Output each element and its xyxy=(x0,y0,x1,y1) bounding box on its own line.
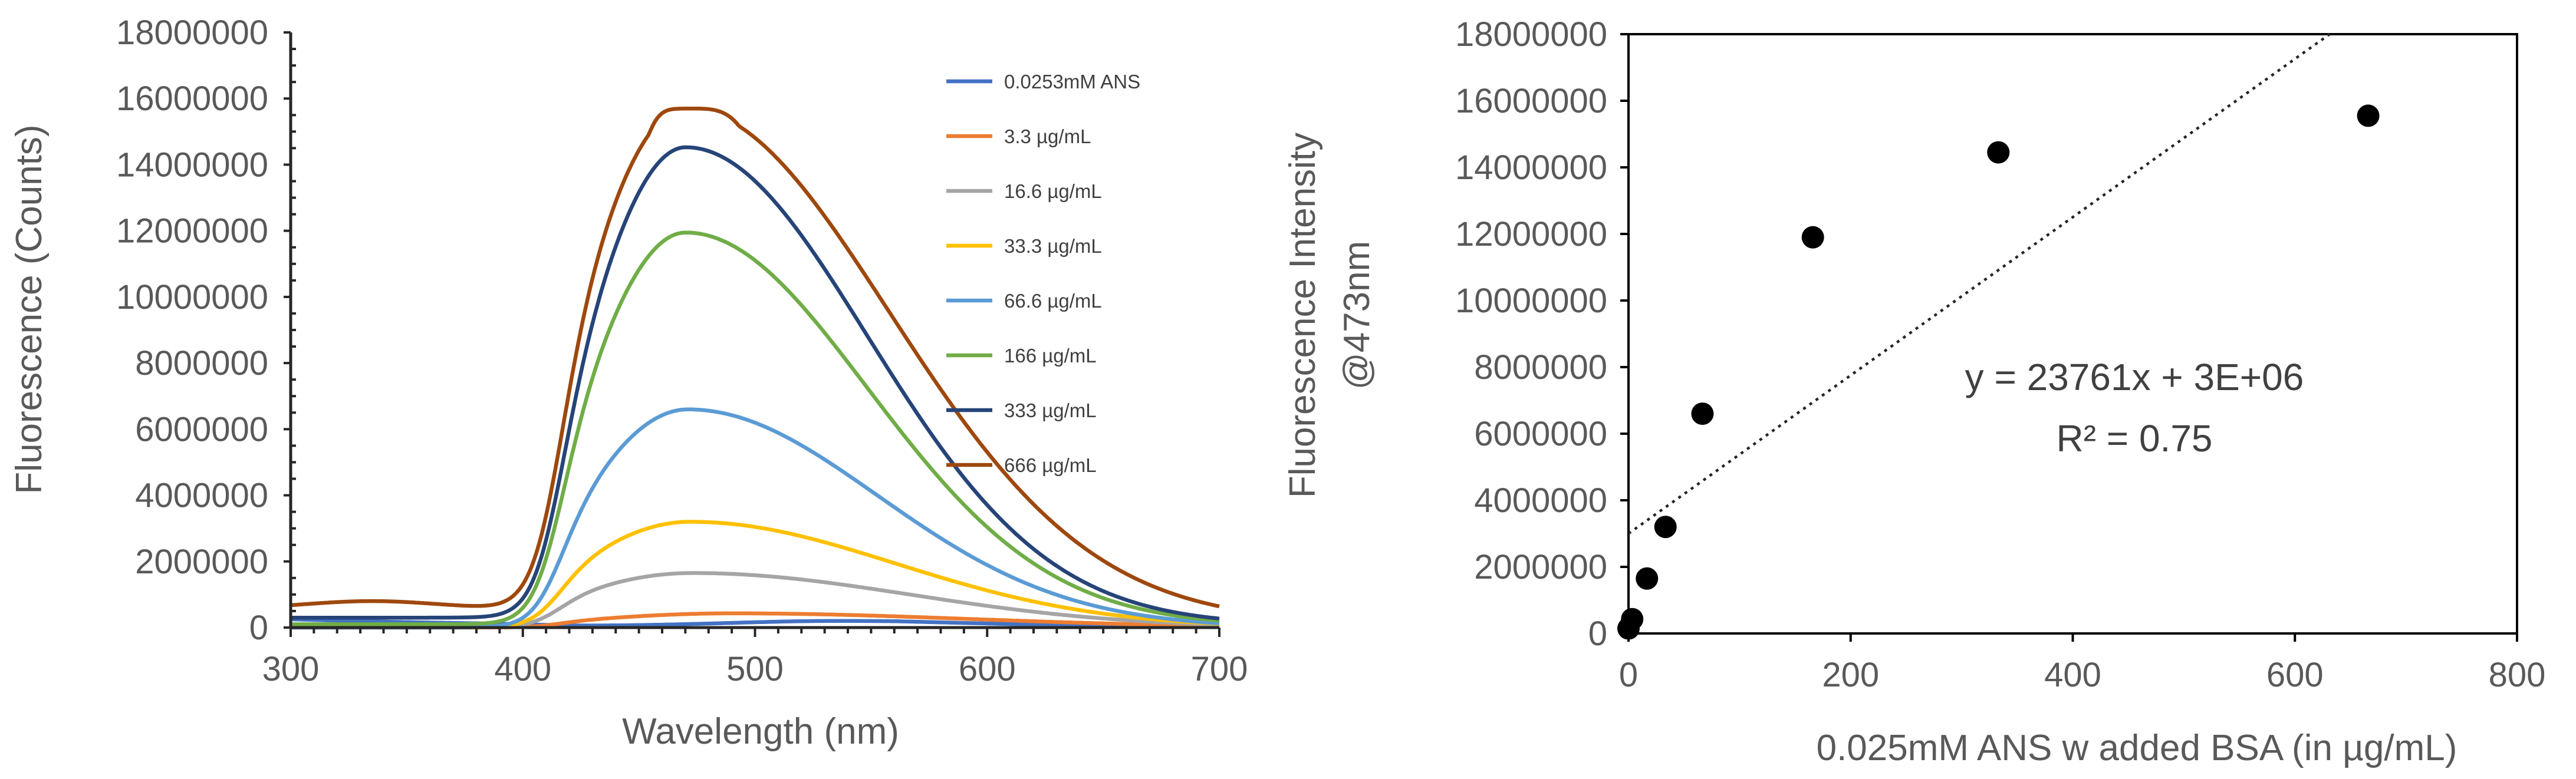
legend-label: 33.3 µg/mL xyxy=(1004,235,1102,257)
data-point xyxy=(2357,104,2380,127)
y-tick-label: 2000000 xyxy=(1474,548,1607,586)
x-tick-label: 600 xyxy=(2266,656,2324,694)
x-tick-label: 300 xyxy=(262,650,320,688)
legend: 0.0253mM ANS 3.3 µg/mL 16.6 µg/mL 33.3 µg/m… xyxy=(946,71,1140,476)
intensity-scatter-chart: 0 2000000 4000000 6000000 8000000 10000000 120… xyxy=(1282,15,2545,768)
data-point xyxy=(1987,141,2010,164)
legend-label: 16.6 µg/mL xyxy=(1004,180,1102,202)
data-point xyxy=(1654,516,1677,539)
y-tick-label: 0 xyxy=(249,609,268,647)
y-tick-label: 10000000 xyxy=(116,278,268,316)
data-point xyxy=(1621,608,1644,631)
y-tick-label: 12000000 xyxy=(1455,215,1607,253)
left-y-tick-labels: 0 2000000 4000000 6000000 8000000 10000000 120… xyxy=(116,14,268,647)
legend-label: 3.3 µg/mL xyxy=(1004,126,1091,147)
x-tick-label: 200 xyxy=(1822,656,1879,694)
x-tick-label: 700 xyxy=(1191,650,1248,688)
series-line xyxy=(290,106,1220,609)
legend-label: 666 µg/mL xyxy=(1004,454,1097,476)
y-tick-label: 16000000 xyxy=(1455,82,1607,120)
trendline-equation: y = 23761x + 3E+06 xyxy=(1965,356,2304,398)
series-line xyxy=(291,230,1220,626)
y-tick-label: 16000000 xyxy=(116,80,268,118)
right-tick-marks xyxy=(1620,33,2518,642)
y-tick-label: 18000000 xyxy=(1455,15,1607,54)
y-tick-label: 4000000 xyxy=(135,477,268,515)
x-tick-label: 400 xyxy=(494,650,551,688)
right-y-tick-labels: 0 2000000 4000000 6000000 8000000 10000000 120… xyxy=(1455,15,1607,653)
y-tick-label: 10000000 xyxy=(1455,282,1607,320)
x-tick-label: 400 xyxy=(2044,656,2101,694)
series-line xyxy=(291,145,1220,621)
left-tick-marks xyxy=(284,31,1220,637)
scatter-points xyxy=(1617,104,2380,640)
left-y-axis-title: Fluorescence (Counts) xyxy=(9,124,50,494)
y-tick-label: 0 xyxy=(1588,615,1607,653)
r-squared-label: R² = 0.75 xyxy=(2056,417,2212,460)
legend-label: 333 µg/mL xyxy=(1004,400,1097,421)
legend-label: 66.6 µg/mL xyxy=(1004,290,1102,312)
y-tick-label: 14000000 xyxy=(116,146,268,184)
data-point xyxy=(1691,402,1714,425)
left-x-tick-labels: 300 400 500 600 700 xyxy=(262,650,1248,688)
y-tick-label: 6000000 xyxy=(135,410,268,448)
y-tick-label: 18000000 xyxy=(116,14,268,52)
right-x-tick-labels: 0 200 400 600 800 xyxy=(1619,656,2546,694)
data-point xyxy=(1801,226,1824,249)
y-tick-label: 12000000 xyxy=(116,212,268,250)
x-tick-label: 800 xyxy=(2489,656,2546,694)
left-x-axis-title: Wavelength (nm) xyxy=(622,711,899,752)
y-tick-label: 8000000 xyxy=(135,344,268,382)
legend-label: 166 µg/mL xyxy=(1004,345,1097,367)
right-x-axis-title: 0.025mM ANS w added BSA (in µg/mL) xyxy=(1817,728,2457,768)
y-tick-label: 6000000 xyxy=(1474,415,1607,453)
linear-trendline xyxy=(1627,33,2331,535)
plot-area-border xyxy=(1627,33,2518,635)
series-line xyxy=(291,407,1220,630)
emission-spectra-chart: 0 2000000 4000000 6000000 8000000 10000000 120… xyxy=(9,14,1248,752)
legend-label: 0.0253mM ANS xyxy=(1004,71,1140,93)
y-tick-label: 14000000 xyxy=(1455,148,1607,187)
right-y-axis-title-line2: @473nm xyxy=(1337,241,1377,390)
x-tick-label: 0 xyxy=(1619,656,1638,694)
x-tick-label: 600 xyxy=(959,650,1016,688)
y-tick-label: 2000000 xyxy=(135,543,268,581)
right-y-axis-title-line1: Fluorescence Intensity xyxy=(1282,133,1323,498)
y-tick-label: 8000000 xyxy=(1474,348,1607,387)
x-tick-label: 500 xyxy=(726,650,784,688)
data-point xyxy=(1636,567,1659,590)
y-tick-label: 4000000 xyxy=(1474,481,1607,520)
